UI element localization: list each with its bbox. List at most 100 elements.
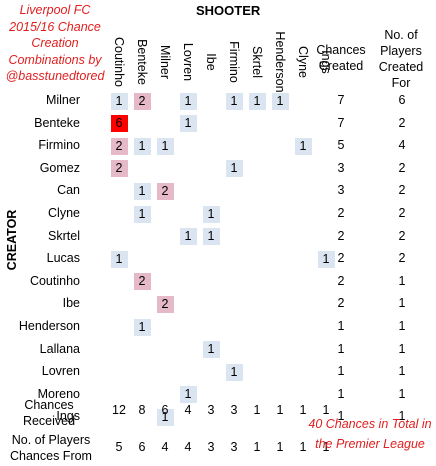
heatmap-cell: 2	[110, 160, 128, 178]
heatmap-cell: 1	[133, 318, 151, 336]
shooter-label: Clyne	[296, 46, 310, 78]
heatmap-cell: 1	[225, 92, 243, 110]
creator-label: Clyne	[48, 206, 80, 220]
creator-label: Lallana	[39, 341, 80, 356]
players-created-for-value: 1	[398, 364, 406, 379]
chances-created-value: 7	[337, 115, 345, 130]
chances-created-value: 1	[337, 319, 345, 333]
header-line: Created	[378, 60, 424, 74]
creator-label: Ings	[56, 409, 80, 424]
chances-received-value: 8	[138, 403, 146, 417]
header-line: Chances	[316, 43, 366, 57]
footer-line: Chances From	[10, 449, 92, 463]
heatmap-cell: 1	[133, 205, 151, 223]
title-line: Combinations by	[8, 52, 102, 67]
players-created-for-value: 1	[398, 409, 406, 424]
players-chances-from-value: 3	[207, 440, 215, 454]
footer-line: No. of Players	[11, 433, 91, 447]
chances-received-label: Chances Received	[14, 397, 84, 429]
players-chances-from-value: 5	[115, 440, 123, 454]
chances-created-value: 1	[337, 409, 345, 424]
shooter-label: Ibe	[204, 53, 218, 71]
heatmap-cell: 1	[294, 137, 312, 155]
players-chances-from-value: 6	[138, 440, 146, 454]
players-created-for-value: 2	[398, 183, 406, 198]
title-line: @basstunedtored	[5, 69, 105, 83]
chances-received-value: 4	[184, 403, 192, 417]
creator-label: Coutinho	[29, 273, 80, 288]
chances-created-value: 1	[337, 341, 345, 356]
creator-label: Lovren	[41, 364, 80, 379]
players-chances-from-value: 3	[230, 440, 238, 454]
chances-created-value: 5	[337, 138, 345, 153]
note-line: 40 Chances in Total in	[308, 417, 432, 431]
heatmap-cell: 1	[156, 408, 174, 426]
heatmap-cell: 1	[179, 386, 197, 404]
shooter-label: Skrtel	[250, 46, 264, 78]
chances-received-value: 12	[112, 403, 126, 417]
players-created-for-header: No. of Players Created For	[370, 27, 432, 91]
chances-received-value: 1	[276, 403, 284, 417]
players-created-for-value: 2	[398, 206, 406, 220]
chances-created-value: 3	[337, 160, 345, 175]
creator-label: Skrtel	[48, 228, 80, 243]
heatmap-cell: 1	[179, 92, 197, 110]
chances-created-value: 2	[337, 273, 345, 288]
creator-label: Moreno	[37, 386, 80, 401]
heatmap-cell: 1	[133, 182, 151, 200]
heatmap-cell: 1	[156, 137, 174, 155]
shooter-label: Milner	[158, 44, 172, 80]
heatmap-cell: 2	[156, 182, 174, 200]
chances-created-value: 2	[337, 206, 345, 220]
creator-label: Milner	[45, 93, 80, 107]
creator-label: Can	[57, 183, 80, 198]
creator-label: Ibe	[62, 296, 80, 311]
players-created-for-value: 1	[398, 273, 406, 288]
players-created-for-value: 1	[398, 341, 406, 356]
header-line: For	[391, 76, 411, 90]
heatmap-cell: 1	[202, 205, 220, 223]
heatmap-cell: 2	[133, 273, 151, 291]
heatmap-cell: 1	[202, 228, 220, 246]
shooter-label: Coutinho	[112, 36, 126, 88]
players-created-for-value: 1	[398, 319, 406, 333]
chances-created-value: 2	[337, 251, 345, 266]
players-chances-from-value: 4	[161, 440, 169, 454]
chances-received-value: 1	[299, 403, 307, 417]
players-created-for-value: 2	[398, 115, 406, 130]
shooter-label: Lovren	[181, 42, 195, 82]
chances-created-value: 1	[337, 364, 345, 379]
heatmap-cell: 1	[225, 363, 243, 381]
title-line: 2015/16 Chance	[9, 19, 101, 34]
players-created-for-value: 2	[398, 228, 406, 243]
players-chances-from-value: 4	[184, 440, 192, 454]
players-created-for-value: 1	[398, 296, 406, 311]
heatmap-cell: 1	[179, 115, 197, 133]
header-line: Players	[380, 44, 422, 58]
chances-received-value: 3	[230, 403, 238, 417]
creator-label: Gomez	[39, 160, 80, 175]
heatmap-cell: 1	[271, 92, 289, 110]
heatmap-cell: 2	[110, 137, 128, 155]
players-created-for-value: 2	[398, 160, 406, 175]
header-line: Created	[318, 59, 364, 73]
title-line: Creation	[31, 36, 79, 50]
players-created-for-value: 4	[398, 138, 406, 153]
chances-created-value: 2	[337, 296, 345, 311]
players-chances-from-value: 1	[253, 440, 261, 454]
players-chances-from-value: 1	[276, 440, 284, 454]
heatmap-cell: 1	[225, 160, 243, 178]
chances-received-value: 1	[322, 403, 330, 417]
chances-created-header: Chances Created	[311, 42, 371, 74]
title-line: Liverpool FC	[19, 3, 91, 17]
note-line: the Premier League	[315, 437, 425, 451]
players-chances-from-label: No. of Players Chances From	[0, 432, 102, 464]
heatmap-cell: 1	[133, 137, 151, 155]
footer-line: Chances	[24, 398, 74, 412]
shooter-label: Benteke	[135, 39, 149, 85]
creator-label: Benteke	[34, 115, 80, 130]
heatmap-cell: 1	[110, 250, 128, 268]
heatmap-cell: 1	[317, 250, 335, 268]
chances-received-value: 6	[161, 403, 169, 417]
